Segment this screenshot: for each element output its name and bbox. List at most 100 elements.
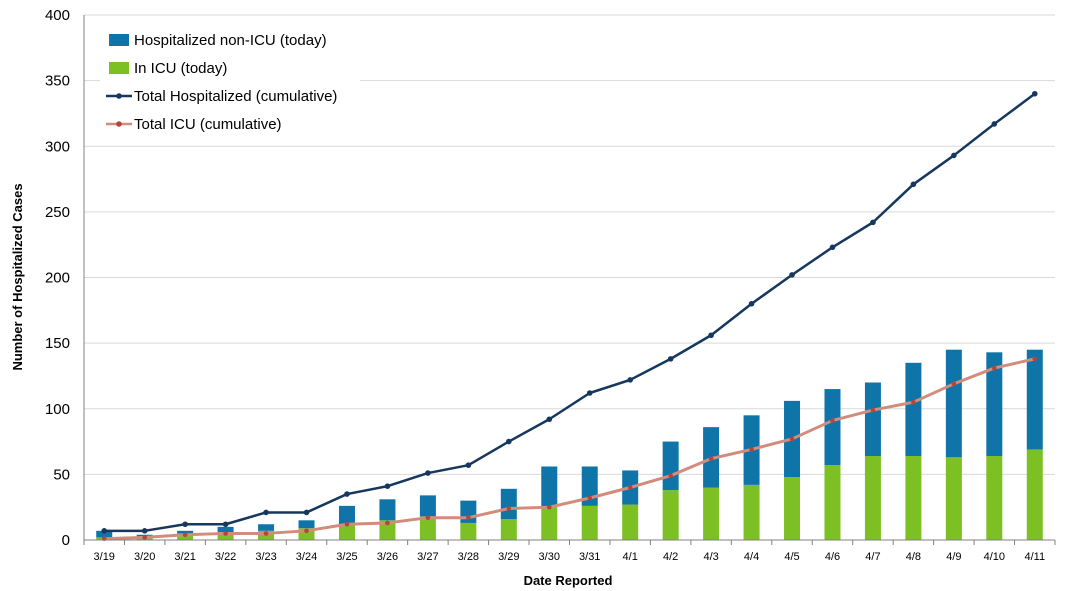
point-total-hospitalized bbox=[586, 390, 593, 396]
x-tick-label: 4/10 bbox=[984, 551, 1005, 563]
point-total-icu bbox=[304, 528, 309, 534]
bar-in-icu bbox=[581, 505, 598, 540]
legend-swatch bbox=[109, 62, 129, 74]
point-total-hospitalized bbox=[1031, 90, 1038, 97]
x-tick-label: 3/19 bbox=[94, 551, 115, 563]
bar-non-icu bbox=[96, 530, 113, 538]
legend-background bbox=[100, 24, 360, 142]
point-total-hospitalized bbox=[101, 528, 108, 534]
point-total-icu bbox=[708, 456, 714, 461]
bar-non-icu bbox=[1026, 349, 1043, 450]
x-tick-label: 3/31 bbox=[579, 551, 600, 563]
point-total-icu bbox=[546, 504, 552, 510]
x-tick-label: 4/8 bbox=[906, 551, 921, 563]
legend-marker bbox=[116, 121, 122, 127]
point-total-hospitalized bbox=[546, 416, 553, 423]
legend-label: In ICU (today) bbox=[134, 60, 227, 77]
x-tick-label: 4/5 bbox=[784, 551, 799, 563]
y-tick-label: 200 bbox=[45, 270, 70, 287]
bar-non-icu bbox=[945, 349, 962, 458]
point-total-hospitalized bbox=[910, 181, 917, 188]
bar-in-icu bbox=[500, 519, 517, 540]
y-tick-label: 250 bbox=[45, 204, 70, 221]
point-total-hospitalized bbox=[384, 483, 391, 489]
y-tick-label: 150 bbox=[45, 335, 70, 352]
point-total-hospitalized bbox=[222, 521, 229, 528]
point-total-hospitalized bbox=[667, 356, 674, 362]
legend-swatch bbox=[109, 34, 129, 46]
point-total-icu bbox=[425, 515, 431, 520]
legend-marker bbox=[116, 93, 122, 99]
x-tick-label: 3/25 bbox=[336, 551, 357, 563]
bar-in-icu bbox=[541, 507, 558, 540]
point-total-icu bbox=[627, 485, 633, 490]
x-tick-label: 3/28 bbox=[458, 551, 479, 563]
point-total-icu bbox=[466, 515, 471, 520]
point-total-icu bbox=[668, 473, 673, 478]
point-total-hospitalized bbox=[425, 470, 431, 476]
bar-non-icu bbox=[338, 505, 355, 525]
point-total-icu bbox=[506, 506, 512, 511]
point-total-icu bbox=[992, 365, 997, 371]
point-total-icu bbox=[385, 520, 390, 526]
bar-in-icu bbox=[622, 504, 639, 540]
bar-non-icu bbox=[824, 389, 841, 466]
point-total-icu bbox=[1032, 356, 1038, 362]
point-total-icu bbox=[911, 399, 916, 405]
point-total-hospitalized bbox=[789, 272, 795, 278]
bar-in-icu bbox=[945, 457, 962, 540]
x-tick-label: 3/24 bbox=[296, 551, 317, 563]
point-total-hospitalized bbox=[141, 528, 148, 534]
x-tick-label: 3/26 bbox=[377, 551, 398, 563]
point-total-icu bbox=[223, 531, 228, 536]
bar-non-icu bbox=[298, 520, 315, 529]
x-tick-labels: 3/19 3/20 3/21 3/22 3/23 3/24 3/25 3/26 3/27 3/28… bbox=[83, 540, 1056, 563]
bar-in-icu bbox=[743, 484, 760, 540]
bar-in-icu bbox=[662, 490, 679, 540]
bar-in-icu bbox=[824, 465, 841, 540]
point-total-icu bbox=[587, 495, 593, 501]
bar-non-icu bbox=[500, 488, 517, 519]
bars bbox=[96, 349, 1043, 540]
point-total-hospitalized bbox=[829, 244, 836, 251]
point-total-hospitalized bbox=[465, 462, 472, 468]
x-tick-label: 4/3 bbox=[703, 551, 718, 563]
x-axis-title: Date Reported bbox=[524, 573, 613, 588]
point-total-hospitalized bbox=[627, 377, 633, 383]
x-tick-label: 3/21 bbox=[174, 551, 195, 563]
bar-in-icu bbox=[460, 522, 477, 540]
point-total-hospitalized bbox=[344, 491, 350, 497]
point-total-icu bbox=[789, 436, 795, 442]
bar-in-icu bbox=[703, 487, 720, 540]
bar-in-icu bbox=[864, 456, 881, 540]
point-total-hospitalized bbox=[182, 521, 188, 528]
point-total-hospitalized bbox=[870, 219, 876, 226]
bar-non-icu bbox=[541, 466, 558, 508]
point-total-hospitalized bbox=[951, 152, 957, 159]
point-total-hospitalized bbox=[303, 509, 310, 516]
bar-non-icu bbox=[905, 362, 922, 456]
bar-non-icu bbox=[379, 499, 396, 521]
y-tick-label: 300 bbox=[45, 138, 70, 155]
y-tick-label: 350 bbox=[45, 73, 70, 90]
point-total-hospitalized bbox=[506, 438, 512, 445]
x-tick-label: 4/1 bbox=[623, 551, 638, 563]
point-total-icu bbox=[344, 521, 350, 527]
bar-non-icu bbox=[662, 441, 679, 491]
bar-non-icu bbox=[864, 382, 881, 456]
bar-in-icu bbox=[905, 456, 922, 540]
bar-in-icu bbox=[217, 532, 234, 540]
x-tick-label: 3/20 bbox=[134, 551, 155, 563]
bar-non-icu bbox=[419, 495, 436, 517]
bar-in-icu bbox=[379, 520, 396, 540]
bar-in-icu bbox=[338, 524, 355, 540]
x-tick-label: 3/30 bbox=[539, 551, 560, 563]
point-total-icu bbox=[951, 381, 957, 387]
bar-non-icu bbox=[217, 526, 234, 533]
legend-label: Total ICU (cumulative) bbox=[134, 116, 282, 133]
legend-label: Total Hospitalized (cumulative) bbox=[134, 88, 337, 105]
bar-in-icu bbox=[298, 528, 315, 540]
bar-in-icu bbox=[1026, 449, 1043, 540]
y-axis-title: Number of Hospitalized Cases bbox=[10, 183, 25, 370]
